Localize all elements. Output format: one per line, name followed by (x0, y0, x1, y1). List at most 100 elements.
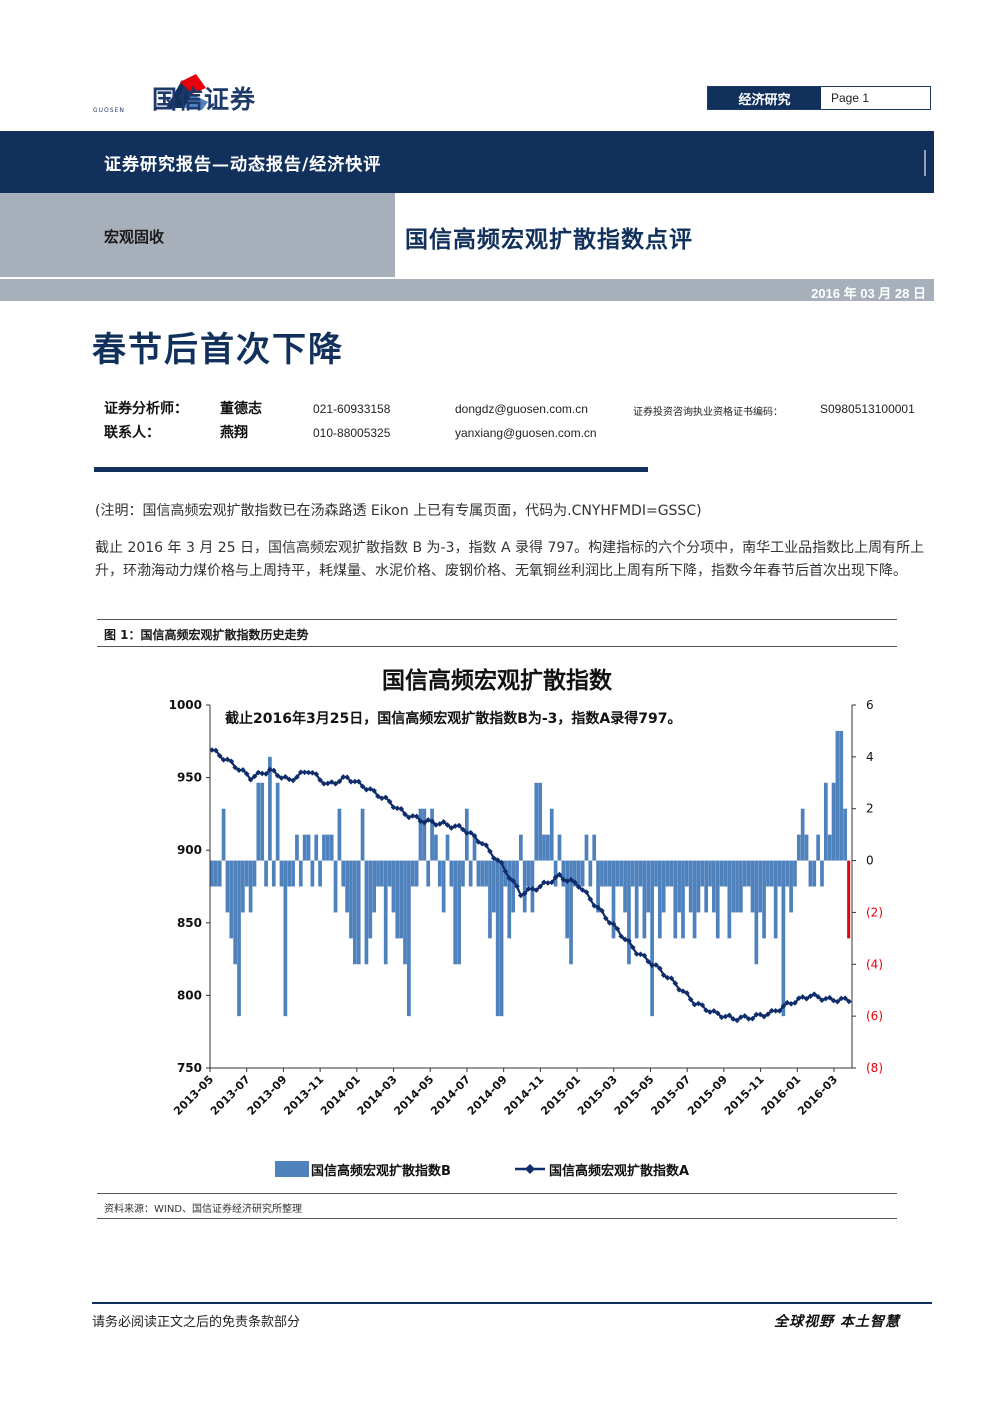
point-a (807, 993, 814, 1000)
point-a (213, 747, 219, 754)
bar-b (843, 808, 847, 861)
analyst-role: 证券分析师： (104, 401, 188, 417)
point-a (734, 1017, 740, 1024)
report-title: 国信高频宏观扩散指数点评 (405, 226, 693, 253)
bar-b (630, 860, 635, 887)
point-a (375, 793, 381, 800)
point-a (467, 829, 474, 836)
logo-subtext: GUOSEN (93, 107, 125, 114)
point-a (321, 780, 327, 787)
bar-b (800, 808, 805, 861)
footer-rule (92, 1302, 932, 1304)
bar-b (588, 860, 593, 887)
bar-b (750, 860, 755, 913)
series-b-bars (210, 730, 851, 1017)
contact-phone: 010-88005325 (313, 426, 391, 440)
bar-b (515, 860, 519, 887)
bar-b (746, 860, 751, 887)
right-tick-label: (2) (866, 905, 883, 919)
bar-b (302, 834, 307, 861)
header-section-box: 经济研究 Page 1 (707, 86, 931, 110)
bar-b (781, 860, 786, 1017)
bar-b (472, 834, 477, 861)
bar-b (650, 860, 654, 1017)
point-a (772, 1008, 779, 1014)
bar-b (287, 860, 292, 887)
header-page-number: Page 1 (831, 91, 870, 105)
point-a (703, 1007, 709, 1014)
point-a (494, 857, 501, 863)
point-a (436, 821, 443, 827)
point-a (506, 875, 513, 882)
analyst-email[interactable]: dongdz@guosen.com.cn (455, 402, 588, 416)
point-a (386, 798, 393, 805)
point-a (672, 980, 679, 987)
bar-b (789, 860, 793, 913)
point-a (846, 998, 852, 1005)
legend-label-b: 国信高频宏观扩散指数B (311, 1163, 451, 1179)
point-a (255, 769, 262, 776)
point-a (803, 995, 810, 1002)
point-a (641, 952, 648, 959)
bar-b (491, 860, 496, 913)
right-tick-label: 6 (866, 698, 874, 712)
bar-b (634, 860, 639, 939)
point-a (402, 811, 408, 818)
logo-text: 国信证券 (152, 85, 257, 114)
bar-b (762, 860, 766, 939)
point-a (479, 840, 486, 847)
bar-b (669, 860, 674, 887)
bar-b (256, 782, 261, 861)
bar-b (457, 860, 461, 965)
bar-b (565, 860, 570, 939)
bar-b (283, 860, 288, 1017)
point-a (618, 933, 625, 940)
point-a (282, 773, 289, 780)
point-a (355, 778, 362, 785)
point-a (583, 889, 590, 895)
bar-b (847, 860, 851, 939)
bar-b (225, 860, 230, 913)
category-label: 宏观固收 (104, 228, 165, 246)
main-headline: 春节后首次下降 (92, 330, 344, 370)
point-a (232, 764, 238, 771)
bar-b (214, 860, 218, 887)
point-a (602, 915, 609, 922)
footer-slogan: 全球视野 本土智慧 (774, 1314, 900, 1330)
contact-email[interactable]: yanxiang@guosen.com.cn (455, 426, 597, 440)
point-a (514, 883, 520, 890)
bar-b (584, 834, 589, 861)
bar-b (271, 860, 276, 887)
point-a (579, 887, 586, 893)
point-a (456, 822, 462, 829)
contact-role: 联系人： (104, 425, 160, 441)
figure-bottom-rule (97, 1193, 897, 1194)
point-a (328, 779, 335, 785)
point-a (834, 998, 841, 1005)
point-a (209, 747, 215, 753)
bar-b (615, 860, 620, 887)
point-a (259, 770, 265, 777)
bar-b (399, 860, 404, 939)
bar-b (325, 834, 330, 861)
bar-b (488, 860, 492, 939)
point-a (394, 805, 401, 812)
chart-legend: 国信高频宏观扩散指数B 国信高频宏观扩散指数A (275, 1161, 689, 1179)
point-a (699, 1002, 706, 1008)
bar-b (557, 834, 562, 861)
bar-b (495, 860, 500, 1017)
bar-b (519, 834, 523, 861)
bar-b (739, 860, 743, 913)
point-a (761, 1013, 767, 1020)
point-a (657, 965, 663, 972)
bar-b (685, 860, 689, 887)
bar-b (233, 860, 238, 965)
bar-b (611, 860, 616, 939)
bar-b (295, 834, 299, 861)
bar-b (248, 860, 253, 913)
bar-b (314, 834, 319, 861)
point-a (290, 777, 296, 784)
bar-b (773, 860, 778, 939)
bar-b (418, 808, 423, 861)
bar-b (804, 834, 809, 861)
